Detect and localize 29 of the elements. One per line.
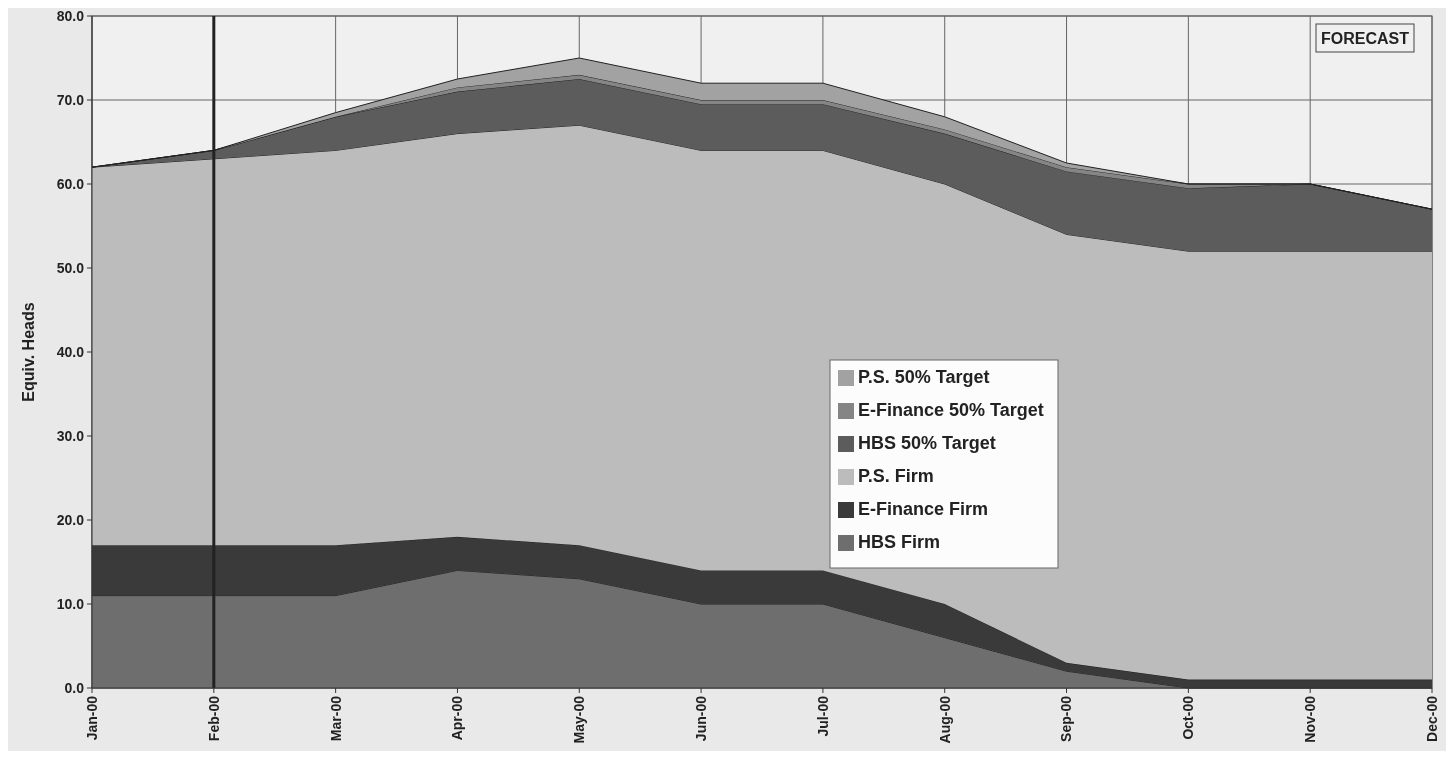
legend-label: P.S. Firm [858, 466, 934, 487]
y-tick-label: 40.0 [56, 343, 85, 360]
x-tick-label: Aug-00 [936, 695, 953, 744]
y-tick-label: 10.0 [56, 595, 85, 612]
annotation: FORECAST [1321, 29, 1410, 47]
y-axis-title: Equiv. Heads [20, 302, 37, 402]
x-tick-label: Dec-00 [1423, 695, 1440, 742]
y-tick-label: 30.0 [56, 427, 85, 444]
x-tick-label: Mar-00 [327, 695, 344, 742]
legend-label: E-Finance Firm [858, 499, 989, 520]
x-tick-label: Oct-00 [1180, 695, 1197, 740]
legend-label: E-Finance 50% Target [858, 400, 1044, 421]
x-tick-label: Jan-00 [83, 695, 100, 741]
legend-label: HBS Firm [858, 532, 941, 553]
x-tick-label: Apr-00 [449, 695, 466, 741]
x-tick-label: Sep-00 [1058, 695, 1075, 742]
x-tick-label: Jun-00 [692, 695, 709, 742]
x-tick-label: May-00 [571, 695, 588, 744]
x-tick-label: Feb-00 [205, 695, 222, 742]
x-tick-label: Nov-00 [1302, 695, 1319, 743]
y-tick-label: 80.0 [56, 7, 85, 24]
y-tick-label: 50.0 [56, 259, 85, 276]
x-tick-label: Jul-00 [814, 695, 831, 737]
y-tick-label: 70.0 [56, 91, 85, 108]
legend-label: P.S. 50% Target [858, 367, 990, 388]
y-tick-label: 0.0 [64, 679, 85, 696]
y-tick-label: 20.0 [56, 511, 85, 528]
y-tick-label: 60.0 [56, 175, 85, 192]
legend-label: HBS 50% Target [858, 433, 996, 454]
